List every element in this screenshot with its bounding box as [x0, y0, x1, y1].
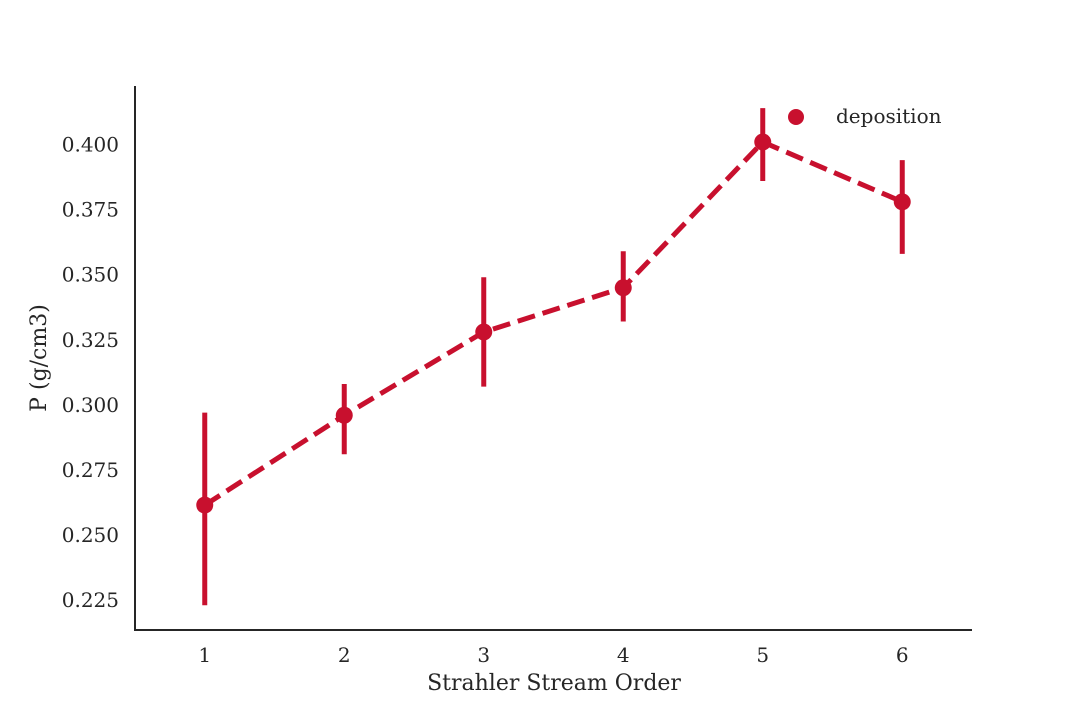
y-tick-label: 0.375 [62, 198, 119, 222]
y-tick-label: 0.400 [62, 133, 119, 157]
y-tick-label: 0.250 [62, 523, 119, 547]
data-points [196, 133, 911, 514]
legend-marker [788, 109, 804, 125]
axes [134, 86, 972, 631]
data-point [893, 193, 911, 211]
y-axis-title: P (g/cm3) [27, 304, 52, 412]
data-point [475, 323, 493, 341]
y-tick-label: 0.225 [62, 588, 119, 612]
x-tick-label: 6 [896, 643, 909, 667]
x-tick-label: 5 [756, 643, 769, 667]
data-point [335, 406, 353, 424]
y-tick-label: 0.300 [62, 393, 119, 417]
legend-label: deposition [836, 104, 942, 128]
x-tick-label: 2 [338, 643, 351, 667]
series-line-deposition [203, 139, 904, 508]
x-tick-label: 1 [198, 643, 211, 667]
data-point [196, 496, 214, 514]
tick-labels: 0.225 0.250 0.275 0.300 0.325 0.350 0.375 0.400… [62, 133, 909, 667]
y-tick-label: 0.350 [62, 263, 119, 287]
error-bars [202, 108, 905, 606]
x-tick-label: 4 [617, 643, 630, 667]
x-tick-label: 3 [477, 643, 490, 667]
x-axis-title: Strahler Stream Order [427, 671, 681, 696]
data-point [614, 279, 632, 297]
y-tick-label: 0.325 [62, 328, 119, 352]
legend: deposition [788, 104, 942, 128]
data-point [754, 133, 772, 151]
y-tick-label: 0.275 [62, 458, 119, 482]
series-lines [203, 139, 904, 508]
